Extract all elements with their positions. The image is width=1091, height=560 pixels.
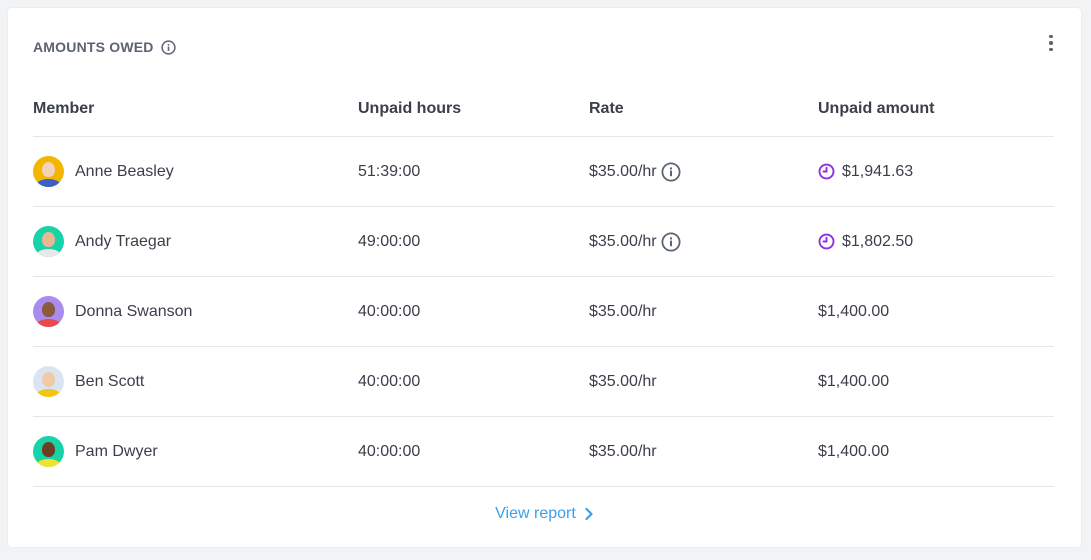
card-title: AMOUNTS OWED bbox=[33, 39, 154, 55]
avatar bbox=[33, 226, 64, 257]
info-icon[interactable] bbox=[661, 231, 681, 252]
rate-cell: $35.00/hr bbox=[589, 161, 818, 182]
member-cell[interactable]: Donna Swanson bbox=[33, 296, 358, 327]
rate-value: $35.00/hr bbox=[589, 302, 657, 320]
rate-cell: $35.00/hr bbox=[589, 231, 818, 252]
avatar bbox=[33, 366, 64, 397]
info-icon[interactable] bbox=[661, 161, 681, 182]
amount-cell: $1,941.63 bbox=[818, 163, 1054, 181]
amount-cell: $1,802.50 bbox=[818, 233, 1054, 251]
unpaid-amount-value: $1,802.50 bbox=[842, 232, 914, 250]
table-row: Pam Dwyer 40:00:00 $35.00/hr $1,400.00 bbox=[33, 417, 1054, 487]
member-name: Anne Beasley bbox=[75, 162, 174, 180]
unpaid-hours-value: 40:00:00 bbox=[358, 302, 421, 320]
amount-cell: $1,400.00 bbox=[818, 373, 1054, 391]
rate-value: $35.00/hr bbox=[589, 442, 657, 460]
member-cell[interactable]: Ben Scott bbox=[33, 366, 358, 397]
amounts-owed-table: Member Unpaid hours Rate Unpaid amount A… bbox=[33, 82, 1054, 487]
rate-value: $35.00/hr bbox=[589, 372, 657, 390]
rate-cell: $35.00/hr bbox=[589, 303, 818, 321]
info-icon[interactable] bbox=[160, 39, 176, 55]
amount-cell: $1,400.00 bbox=[818, 303, 1054, 321]
unpaid-hours-value: 49:00:00 bbox=[358, 232, 421, 250]
member-cell[interactable]: Pam Dwyer bbox=[33, 436, 358, 467]
table-row: Ben Scott 40:00:00 $35.00/hr $1,400.00 bbox=[33, 347, 1054, 417]
rate-value: $35.00/hr bbox=[589, 162, 657, 180]
rate-cell: $35.00/hr bbox=[589, 443, 818, 461]
table-row: Andy Traegar 49:00:00 $35.00/hr bbox=[33, 207, 1054, 277]
avatar bbox=[33, 156, 64, 187]
column-header-rate[interactable]: Rate bbox=[589, 100, 624, 117]
column-header-unpaid-amount[interactable]: Unpaid amount bbox=[818, 100, 935, 117]
unpaid-amount-value: $1,941.63 bbox=[842, 162, 914, 180]
rate-cell: $35.00/hr bbox=[589, 373, 818, 391]
clock-icon bbox=[818, 233, 835, 250]
view-report-label[interactable]: View report bbox=[495, 505, 576, 522]
unpaid-hours-value: 40:00:00 bbox=[358, 372, 421, 390]
table-header-row: Member Unpaid hours Rate Unpaid amount bbox=[33, 82, 1054, 137]
amounts-owed-card: AMOUNTS OWED Member Unpaid hours Rate Un… bbox=[8, 8, 1081, 547]
table-row: Anne Beasley 51:39:00 $35.00/hr bbox=[33, 137, 1054, 207]
member-cell[interactable]: Anne Beasley bbox=[33, 156, 358, 187]
rate-value: $35.00/hr bbox=[589, 232, 657, 250]
unpaid-hours-value: 51:39:00 bbox=[358, 162, 421, 180]
clock-icon bbox=[818, 163, 835, 180]
avatar bbox=[33, 436, 64, 467]
member-name: Donna Swanson bbox=[75, 302, 193, 320]
member-name: Pam Dwyer bbox=[75, 442, 158, 460]
chevron-right-icon[interactable] bbox=[584, 507, 594, 521]
unpaid-hours-value: 40:00:00 bbox=[358, 442, 421, 460]
view-report-link[interactable]: View report bbox=[8, 505, 1081, 523]
card-header: AMOUNTS OWED bbox=[33, 39, 176, 55]
unpaid-amount-value: $1,400.00 bbox=[818, 442, 890, 460]
avatar bbox=[33, 296, 64, 327]
unpaid-amount-value: $1,400.00 bbox=[818, 372, 890, 390]
member-cell[interactable]: Andy Traegar bbox=[33, 226, 358, 257]
more-options-icon[interactable] bbox=[1045, 34, 1057, 52]
member-name: Ben Scott bbox=[75, 372, 145, 390]
unpaid-amount-value: $1,400.00 bbox=[818, 302, 890, 320]
amount-cell: $1,400.00 bbox=[818, 443, 1054, 461]
table-row: Donna Swanson 40:00:00 $35.00/hr $1,400.… bbox=[33, 277, 1054, 347]
column-header-unpaid-hours[interactable]: Unpaid hours bbox=[358, 100, 462, 117]
column-header-member[interactable]: Member bbox=[33, 100, 95, 117]
member-name: Andy Traegar bbox=[75, 232, 172, 250]
